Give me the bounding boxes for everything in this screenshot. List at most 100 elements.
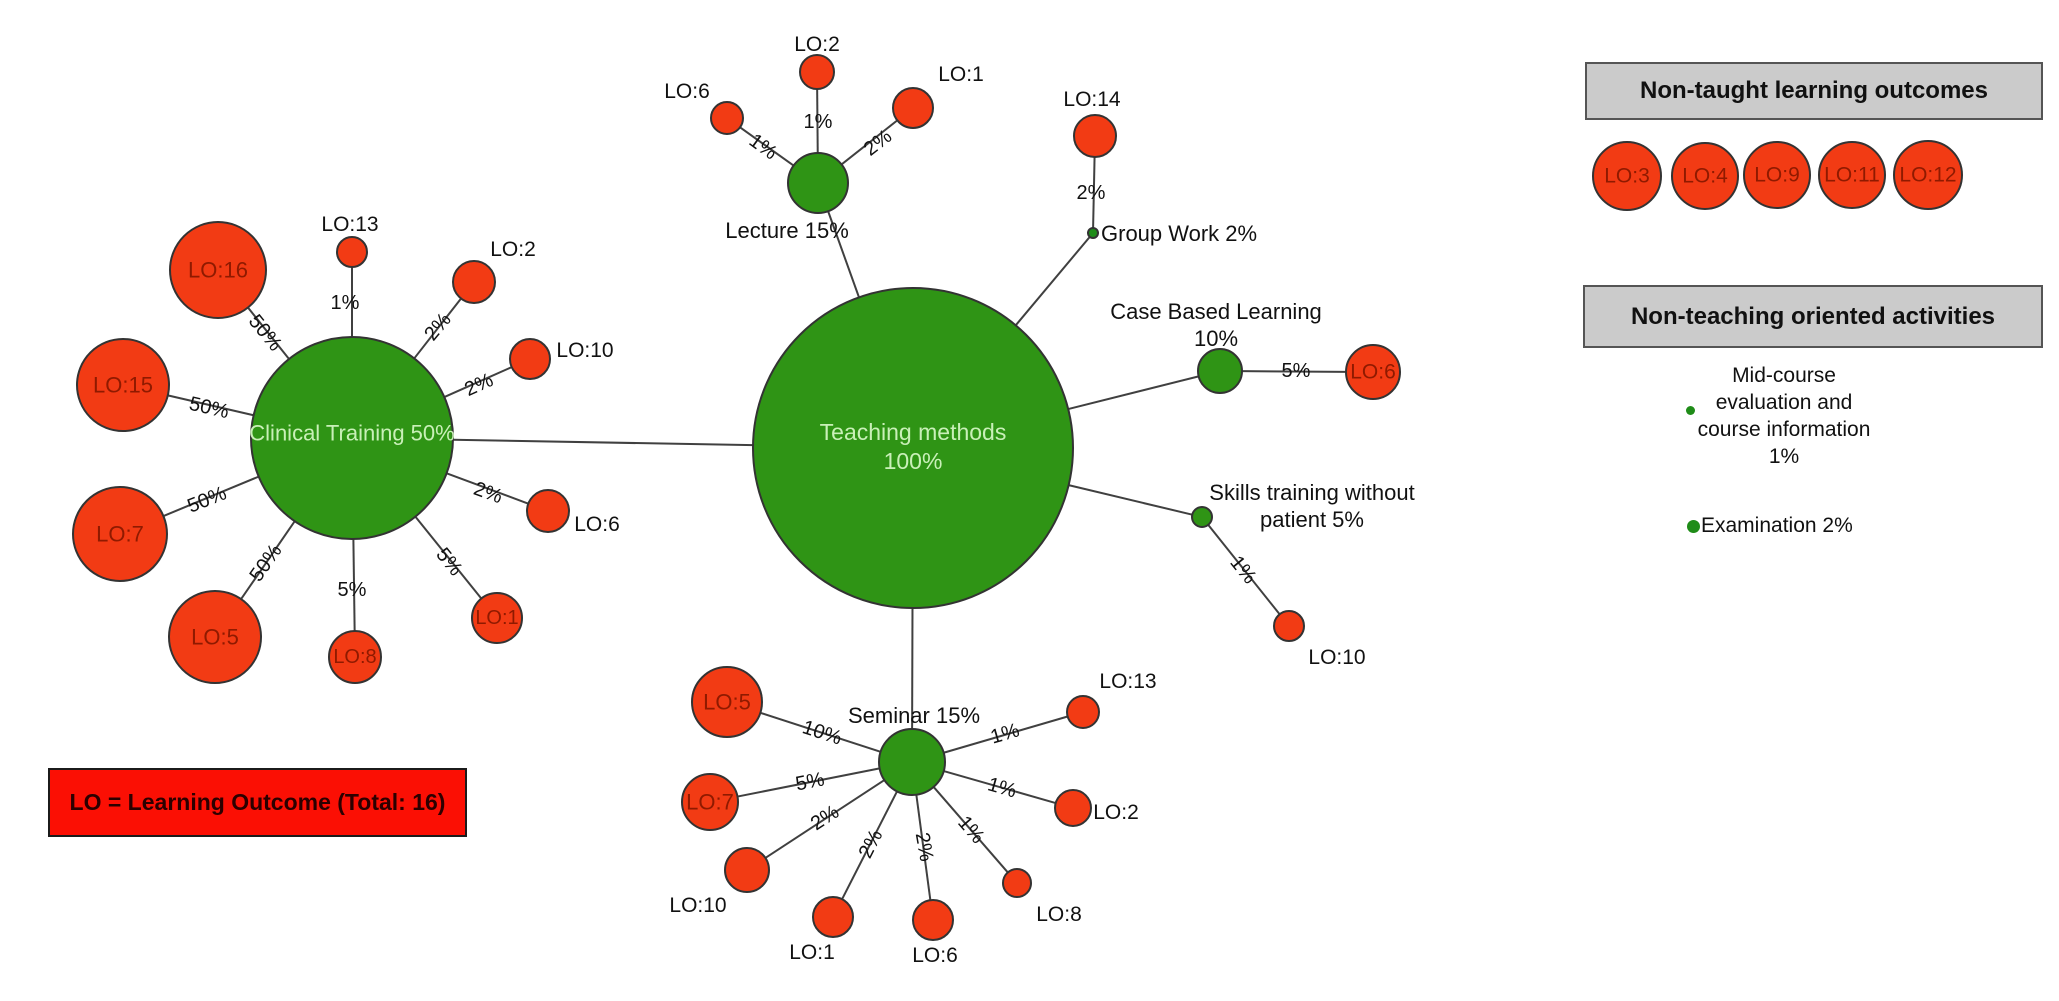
edge-lecture-lec-lo6 bbox=[739, 126, 795, 167]
edge-label-seminar-sem-lo10: 2% bbox=[807, 801, 843, 835]
edge-clinical-training-ct-lo6 bbox=[446, 472, 529, 505]
non-teaching-panel: Non-teaching oriented activities bbox=[1583, 285, 2043, 348]
edge-label-clinical-training-ct-lo2: 2% bbox=[420, 309, 456, 345]
node-ct-lo10 bbox=[509, 338, 551, 380]
edge-label-seminar-sem-lo7: 5% bbox=[794, 768, 827, 795]
node-legend-lo11 bbox=[1818, 141, 1886, 209]
node-legend-lo9 bbox=[1743, 141, 1811, 209]
edge-label-clinical-training-ct-lo6: 2% bbox=[471, 478, 506, 509]
edge-label-clinical-training-ct-lo15: 50% bbox=[187, 393, 231, 423]
node-ext-label-ct-lo13: LO:13 bbox=[321, 213, 378, 236]
node-skills-training bbox=[1191, 506, 1213, 528]
mid-course-line: course information bbox=[1697, 418, 1871, 441]
node-lec-lo2 bbox=[799, 54, 835, 90]
node-label-ct-lo16: LO:16 bbox=[188, 258, 248, 283]
node-ext-label-sem-lo13: LO:13 bbox=[1099, 670, 1156, 693]
node-ext-label-sem-lo10: LO:10 bbox=[669, 894, 726, 917]
node-sem-lo10 bbox=[724, 847, 770, 893]
node-ext-label-lec-lo1: LO:1 bbox=[938, 63, 984, 86]
edge-label-seminar-sem-lo1: 2% bbox=[855, 826, 888, 862]
node-ext-label-case-based-learning: 10% bbox=[1194, 326, 1238, 351]
node-lecture bbox=[787, 152, 849, 214]
node-label-ct-lo15: LO:15 bbox=[93, 373, 153, 398]
node-case-based-learning bbox=[1197, 348, 1243, 394]
node-sem-lo7 bbox=[681, 773, 739, 831]
edge-label-lecture-lec-lo2: 1% bbox=[804, 111, 833, 133]
examination-label: Examination 2% bbox=[1701, 514, 1853, 537]
node-ct-lo16 bbox=[169, 221, 267, 319]
non-teaching-panel-title: Non-teaching oriented activities bbox=[1630, 302, 1996, 330]
edge-label-seminar-sem-lo8: 1% bbox=[953, 812, 989, 848]
mid-course-line: 1% bbox=[1768, 445, 1800, 468]
node-label-legend-lo4: LO:4 bbox=[1682, 165, 1728, 188]
examination-item: Examination 2% bbox=[1687, 514, 1853, 538]
node-lec-lo1 bbox=[892, 87, 934, 129]
non-taught-panel: Non-taught learning outcomes bbox=[1585, 62, 2043, 120]
node-clinical-training bbox=[250, 336, 454, 540]
edge-seminar-sem-lo1 bbox=[841, 790, 898, 900]
node-sem-lo8 bbox=[1002, 868, 1032, 898]
edge-clinical-training-ct-lo15 bbox=[167, 394, 254, 417]
edge-teaching-methods-lecture bbox=[827, 210, 860, 298]
node-label-legend-lo11: LO:11 bbox=[1824, 164, 1880, 187]
edge-clinical-training-ct-lo16 bbox=[247, 306, 290, 360]
node-label-legend-lo12: LO:12 bbox=[1899, 164, 1956, 187]
node-sem-lo5 bbox=[691, 666, 763, 738]
node-label-clinical-training: Clinical Training 50% bbox=[249, 421, 454, 446]
node-ext-label-seminar: Seminar 15% bbox=[848, 703, 980, 728]
node-label-ct-lo7: LO:7 bbox=[96, 522, 144, 547]
lo-note-text: LO = Learning Outcome (Total: 16) bbox=[69, 789, 446, 815]
node-cbl-lo6 bbox=[1345, 344, 1401, 400]
node-legend-lo3 bbox=[1592, 141, 1662, 211]
node-ext-label-skills-lo10: LO:10 bbox=[1308, 646, 1365, 669]
edge-teaching-methods-group-work bbox=[1014, 236, 1091, 326]
node-ct-lo8 bbox=[328, 630, 382, 684]
edge-label-seminar-sem-lo2: 1% bbox=[985, 773, 1019, 802]
node-ext-label-sem-lo8: LO:8 bbox=[1036, 903, 1082, 926]
node-ct-lo13 bbox=[336, 236, 368, 268]
node-ext-label-ct-lo6: LO:6 bbox=[574, 513, 620, 536]
non-taught-panel-title: Non-taught learning outcomes bbox=[1640, 77, 1988, 104]
node-seminar bbox=[878, 728, 946, 796]
node-sem-lo13 bbox=[1066, 695, 1100, 729]
node-ext-label-skills-training: Skills training without bbox=[1209, 480, 1414, 505]
node-ext-label-case-based-learning: Case Based Learning bbox=[1110, 299, 1322, 324]
edge-seminar-sem-lo7 bbox=[737, 767, 880, 798]
edge-label-clinical-training-ct-lo10: 2% bbox=[461, 369, 497, 401]
edge-label-lecture-lec-lo1: 2% bbox=[860, 125, 896, 160]
node-label-legend-lo3: LO:3 bbox=[1604, 165, 1650, 188]
edge-seminar-sem-lo2 bbox=[943, 770, 1056, 805]
edge-clinical-training-ct-lo10 bbox=[443, 366, 513, 398]
examination-dot-icon bbox=[1687, 519, 1700, 533]
node-sem-lo2 bbox=[1054, 789, 1092, 827]
edge-label-case-based-learning-cbl-lo6: 5% bbox=[1282, 360, 1311, 382]
edge-label-clinical-training-ct-lo8: 5% bbox=[338, 579, 367, 601]
edge-case-based-learning-cbl-lo6 bbox=[1241, 370, 1347, 373]
edge-teaching-methods-clinical-training bbox=[452, 438, 754, 447]
edge-label-seminar-sem-lo13: 1% bbox=[988, 719, 1022, 748]
edge-lecture-lec-lo2 bbox=[816, 88, 819, 154]
edge-group-work-gw-lo14 bbox=[1092, 156, 1096, 229]
edge-clinical-training-ct-lo7 bbox=[163, 475, 260, 517]
node-ct-lo1 bbox=[471, 592, 523, 644]
node-label-ct-lo8: LO:8 bbox=[333, 646, 376, 668]
node-ext-label-lec-lo6: LO:6 bbox=[664, 80, 710, 103]
node-ct-lo7 bbox=[72, 486, 168, 582]
node-group-work bbox=[1087, 227, 1099, 239]
node-lec-lo6 bbox=[710, 101, 744, 135]
node-ext-label-ct-lo2: LO:2 bbox=[490, 238, 536, 261]
node-gw-lo14 bbox=[1073, 114, 1117, 158]
edge-label-group-work-gw-lo14: 2% bbox=[1077, 182, 1106, 204]
node-ext-label-sem-lo2: LO:2 bbox=[1093, 801, 1139, 824]
node-legend-lo4 bbox=[1671, 142, 1739, 210]
edge-label-clinical-training-ct-lo13: 1% bbox=[331, 292, 360, 314]
edge-label-seminar-sem-lo5: 10% bbox=[800, 716, 845, 749]
edge-label-seminar-sem-lo6: 2% bbox=[911, 831, 938, 864]
mid-course-line: Mid-course bbox=[1732, 364, 1836, 387]
mid-course-line: evaluation and bbox=[1715, 391, 1853, 414]
node-label-cbl-lo6: LO:6 bbox=[1350, 361, 1396, 384]
lo-note-box: LO = Learning Outcome (Total: 16) bbox=[48, 768, 467, 837]
edge-clinical-training-ct-lo5 bbox=[240, 520, 296, 600]
edge-clinical-training-ct-lo1 bbox=[414, 516, 483, 600]
